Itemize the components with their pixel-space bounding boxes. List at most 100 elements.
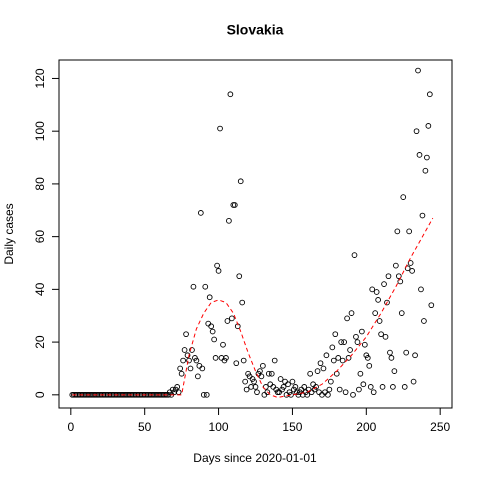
data-point	[360, 381, 367, 388]
data-point	[426, 91, 433, 98]
data-point	[418, 286, 424, 293]
data-point	[316, 389, 322, 396]
data-point	[344, 315, 350, 322]
data-point	[202, 283, 209, 290]
data-point	[393, 262, 399, 269]
data-point	[197, 210, 204, 216]
data-point	[254, 389, 260, 396]
data-point	[184, 352, 191, 359]
y-tick-label: 20	[33, 335, 47, 349]
data-point	[252, 384, 259, 390]
data-point	[372, 310, 379, 316]
data-point	[390, 384, 396, 390]
data-point	[361, 341, 368, 348]
data-point	[177, 365, 184, 372]
data-point	[212, 355, 219, 361]
data-point	[345, 355, 352, 361]
data-point	[387, 349, 393, 356]
data-point	[407, 260, 414, 266]
data-point	[239, 299, 246, 306]
data-point	[404, 265, 411, 272]
data-point	[226, 217, 232, 224]
data-point	[289, 378, 296, 385]
data-point	[336, 386, 343, 393]
data-point	[236, 273, 243, 280]
data-point	[208, 323, 215, 330]
data-point	[342, 389, 349, 396]
data-point	[320, 365, 327, 372]
x-tick-label: 0	[67, 420, 74, 434]
data-point	[317, 360, 324, 367]
data-point	[332, 331, 339, 338]
x-tick-label: 150	[282, 420, 302, 434]
data-point	[271, 357, 278, 364]
data-point	[425, 123, 432, 129]
data-point	[310, 381, 316, 388]
data-point	[319, 391, 325, 398]
x-tick-label: 100	[209, 420, 229, 434]
data-point	[307, 370, 314, 377]
data-point	[354, 339, 361, 345]
data-point	[223, 355, 229, 361]
data-point	[314, 368, 321, 374]
data-point	[376, 318, 383, 324]
data-point	[394, 228, 401, 235]
data-point	[333, 370, 340, 377]
data-point	[327, 378, 334, 385]
data-point	[335, 355, 342, 361]
y-tick-label: 80	[33, 177, 47, 191]
data-point	[351, 252, 358, 258]
data-point	[339, 357, 346, 364]
data-point	[199, 365, 206, 372]
fit-line	[72, 217, 434, 398]
y-tick-label: 120	[33, 68, 47, 88]
data-point	[381, 281, 387, 287]
data-point	[410, 378, 417, 385]
data-point	[215, 268, 222, 274]
data-point	[370, 389, 377, 396]
data-point	[421, 318, 427, 324]
data-point	[265, 370, 272, 377]
data-point	[364, 355, 371, 361]
data-point	[338, 339, 345, 345]
data-point	[233, 360, 240, 367]
data-point	[220, 341, 226, 348]
data-point	[313, 384, 319, 390]
data-point	[401, 384, 408, 390]
data-point	[388, 355, 395, 361]
data-point	[359, 328, 365, 335]
data-point	[409, 268, 415, 274]
y-tick-label: 0	[33, 391, 47, 398]
data-point	[428, 302, 435, 309]
data-point	[193, 357, 200, 364]
data-point	[282, 378, 288, 385]
data-point	[369, 286, 376, 293]
y-axis-label: Daily cases	[2, 203, 16, 264]
data-point	[243, 386, 250, 393]
data-point	[268, 370, 275, 377]
data-point	[412, 352, 418, 359]
data-point	[322, 389, 328, 396]
data-point	[350, 391, 356, 398]
data-point	[257, 368, 263, 374]
data-point	[174, 384, 181, 390]
x-tick-label: 50	[138, 420, 152, 434]
data-point	[415, 67, 421, 74]
data-point	[403, 349, 410, 356]
data-point	[217, 125, 223, 132]
data-point	[205, 320, 212, 327]
data-point	[186, 357, 192, 364]
data-point	[267, 381, 274, 388]
data-point	[206, 294, 213, 301]
data-point	[264, 389, 271, 396]
data-point	[398, 310, 405, 316]
data-point	[341, 339, 347, 345]
data-point	[240, 357, 247, 364]
data-point	[214, 262, 220, 269]
data-point	[384, 299, 390, 306]
data-point	[366, 362, 373, 369]
data-point	[406, 228, 413, 235]
data-point	[301, 384, 308, 390]
data-point	[251, 378, 257, 385]
